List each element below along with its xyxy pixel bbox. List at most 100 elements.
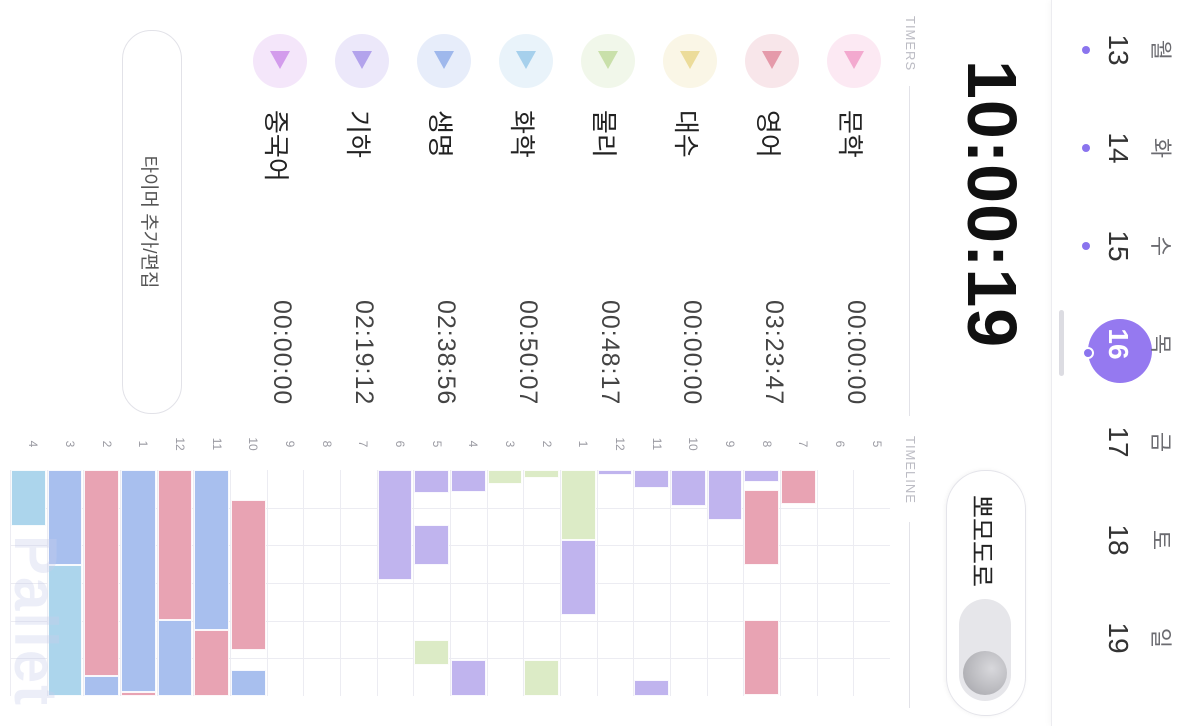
timeline-block-algebra <box>634 680 669 696</box>
timeline-block-algebra <box>597 470 633 475</box>
timeline-block-biology <box>231 670 266 696</box>
timeline-block-algebra <box>671 470 706 506</box>
timer-elapsed-time: 02:19:12 <box>350 300 378 406</box>
timeline-block-english <box>194 630 229 696</box>
play-icon <box>270 51 290 69</box>
timeline-hour-label: 1 <box>136 440 151 448</box>
timeline-hour-label: 11 <box>209 437 224 451</box>
timeline-hour-label: 8 <box>319 440 334 448</box>
week-scrollbar[interactable] <box>1059 310 1064 376</box>
timer-play-button[interactable] <box>417 34 471 88</box>
timer-row[interactable]: 영어 03:23:47 <box>730 0 812 415</box>
timeline-section-title: TIMELINE <box>903 436 918 504</box>
timeline-hour-label: 6 <box>393 440 407 448</box>
timer-row[interactable]: 문학 00:00:00 <box>812 0 894 415</box>
timeline-block-english <box>157 470 193 620</box>
timeline-hour-label: 4 <box>26 440 41 448</box>
day-number: 17 <box>1103 426 1134 458</box>
timeline-block-algebra <box>634 470 669 488</box>
day-16[interactable]: 목 16 <box>1052 298 1200 390</box>
timer-subject-name: 영어 <box>753 110 783 158</box>
add-edit-timer-label: 타이머 추가/편집 <box>138 155 159 289</box>
timer-subject-name: 화학 <box>507 110 537 158</box>
timer-subject-name: 생명 <box>425 110 455 158</box>
day-number: 16 <box>1103 328 1134 360</box>
timer-elapsed-time: 02:38:56 <box>432 300 460 406</box>
timeline-hour-label: 5 <box>429 440 444 448</box>
week-strip: 월 13 화 14 수 15 목 16 금 17 토 18 일 19 <box>1051 0 1200 726</box>
timeline-block-algebra <box>414 525 449 565</box>
pomodoro-switch[interactable] <box>959 599 1011 701</box>
timeline-hour-label: 6 <box>833 440 847 448</box>
timeline-block-physics <box>524 470 559 478</box>
timeline-hour-label: 3 <box>63 440 77 448</box>
pomodoro-switch-knob-icon <box>963 651 1007 695</box>
timeline-grid <box>10 470 890 696</box>
timer-play-button[interactable] <box>663 34 717 88</box>
play-icon <box>598 51 618 69</box>
timeline-hour-label: 5 <box>869 440 884 448</box>
day-number: 13 <box>1103 34 1134 66</box>
day-17[interactable]: 금 17 <box>1052 396 1200 488</box>
timer-play-button[interactable] <box>253 34 307 88</box>
timeline-block-algebra <box>451 660 486 696</box>
play-icon <box>680 51 700 69</box>
timer-elapsed-time: 00:50:07 <box>514 300 542 406</box>
day-13[interactable]: 월 13 <box>1052 4 1200 96</box>
timer-row[interactable]: 물리 00:48:17 <box>566 0 648 415</box>
timer-row[interactable]: 기하 02:19:12 <box>320 0 402 415</box>
day-of-week: 일 <box>1148 627 1173 649</box>
timer-elapsed-time: 03:23:47 <box>760 300 788 406</box>
timeline-block-english <box>744 620 779 695</box>
day-of-week: 토 <box>1148 529 1173 551</box>
play-icon <box>762 51 782 69</box>
timeline-block-biology <box>194 470 229 630</box>
timeline-hour-label: 7 <box>356 440 371 448</box>
timers-divider <box>909 86 910 416</box>
timer-play-button[interactable] <box>745 34 799 88</box>
timer-row[interactable]: 생명 02:38:56 <box>402 0 484 415</box>
timeline-hour-label: 10 <box>246 437 261 451</box>
pomodoro-toggle-card[interactable]: 뽀모도로 <box>946 470 1026 716</box>
timer-play-button[interactable] <box>827 34 881 88</box>
timer-elapsed-time: 00:00:00 <box>842 300 870 406</box>
timeline-block-physics <box>487 470 523 484</box>
timeline-hour-label: 10 <box>686 437 701 451</box>
day-15[interactable]: 수 15 <box>1052 200 1200 292</box>
timer-subject-name: 기하 <box>343 110 373 158</box>
timeline-hour-label: 3 <box>503 440 517 448</box>
timer-row[interactable]: 화학 00:50:07 <box>484 0 566 415</box>
timer-elapsed-time: 00:00:00 <box>678 300 706 406</box>
day-of-week: 목 <box>1148 333 1173 355</box>
timer-subject-name: 물리 <box>589 110 619 158</box>
timeline-hour-label: 12 <box>613 437 627 451</box>
play-icon <box>516 51 536 69</box>
timeline-block-english <box>744 490 779 565</box>
timer-elapsed-time: 00:48:17 <box>596 300 624 406</box>
timer-play-button[interactable] <box>581 34 635 88</box>
day-of-week: 수 <box>1148 235 1173 257</box>
timeline-block-physics <box>414 640 449 665</box>
timer-row[interactable]: 대수 00:00:00 <box>648 0 730 415</box>
timeline-block-english <box>84 470 119 676</box>
day-18[interactable]: 토 18 <box>1052 494 1200 586</box>
timeline-block-english <box>781 470 816 504</box>
timeline-block-english <box>231 500 266 650</box>
total-study-time: 10:00:19 <box>953 60 1031 349</box>
timer-subject-name: 문학 <box>835 110 865 158</box>
has-record-dot-icon <box>1082 46 1090 54</box>
day-14[interactable]: 화 14 <box>1052 102 1200 194</box>
timer-play-button[interactable] <box>499 34 553 88</box>
has-record-dot-icon <box>1082 347 1094 359</box>
timer-elapsed-time: 00:00:00 <box>268 300 296 406</box>
timeline-block-chemistry <box>11 470 46 526</box>
timer-play-button[interactable] <box>335 34 389 88</box>
day-number: 19 <box>1103 622 1134 654</box>
timer-subject-name: 중국어 <box>261 110 291 182</box>
timeline-hour-label: 8 <box>759 440 774 448</box>
add-edit-timer-button[interactable]: 타이머 추가/편집 <box>122 30 182 414</box>
timer-row[interactable]: 중국어 00:00:00 <box>238 0 320 415</box>
has-record-dot-icon <box>1082 242 1090 250</box>
day-19[interactable]: 일 19 <box>1052 592 1200 684</box>
